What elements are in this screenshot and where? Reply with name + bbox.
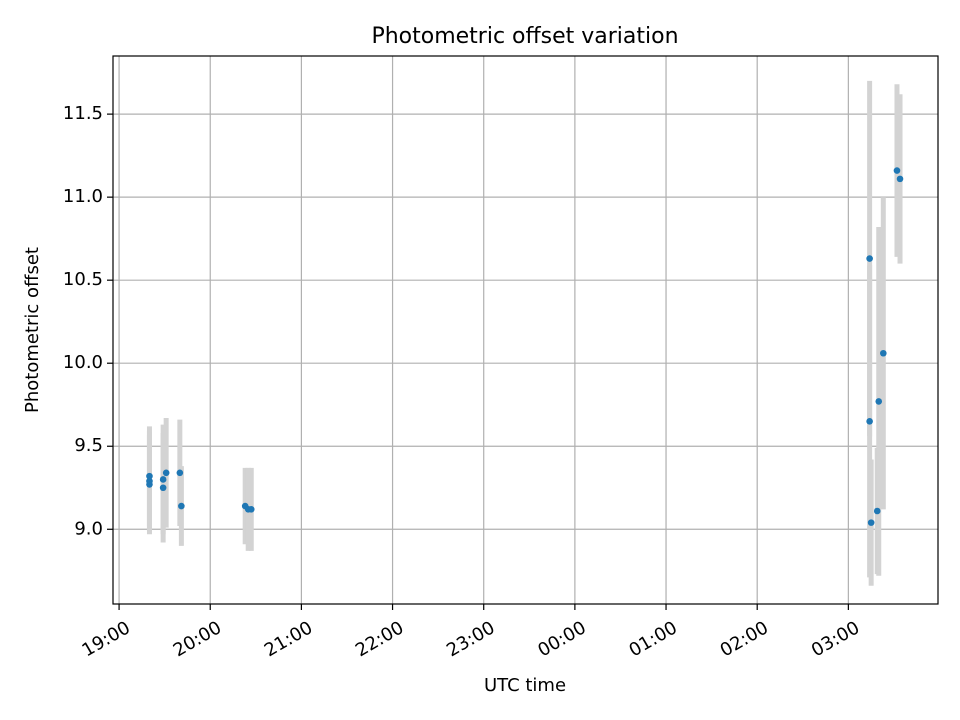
data-point [146,472,153,480]
data-point [159,476,167,483]
chart-title: Photometric offset variation [371,24,678,49]
data-point [146,477,153,485]
y-tick-label: 10.0 [63,352,103,373]
data-point [866,418,873,425]
x-axis-label: UTC time [484,675,566,696]
data-point [873,507,881,515]
y-tick-label: 9.0 [74,518,103,539]
data-point [162,469,170,477]
y-tick-label: 11.0 [63,186,103,207]
y-tick-label: 11.5 [63,103,103,124]
data-point [896,175,904,183]
data-point [176,469,184,477]
data-point [875,398,883,405]
grid [113,56,938,604]
data-point [178,502,185,510]
y-axis-ticks: 9.0 9.5 10.0 10.5 11.0 11.5 [63,103,113,539]
y-tick-label: 9.5 [74,435,103,456]
data-point [866,255,873,262]
data-point [159,484,167,492]
data-points [146,167,904,526]
plot-area-frame [112,55,939,605]
data-point [867,519,875,526]
y-tick-label: 10.5 [63,269,103,290]
y-axis-label: Photometric offset [22,247,43,413]
data-point [880,349,887,357]
data-point [893,167,901,174]
data-point [247,506,255,513]
